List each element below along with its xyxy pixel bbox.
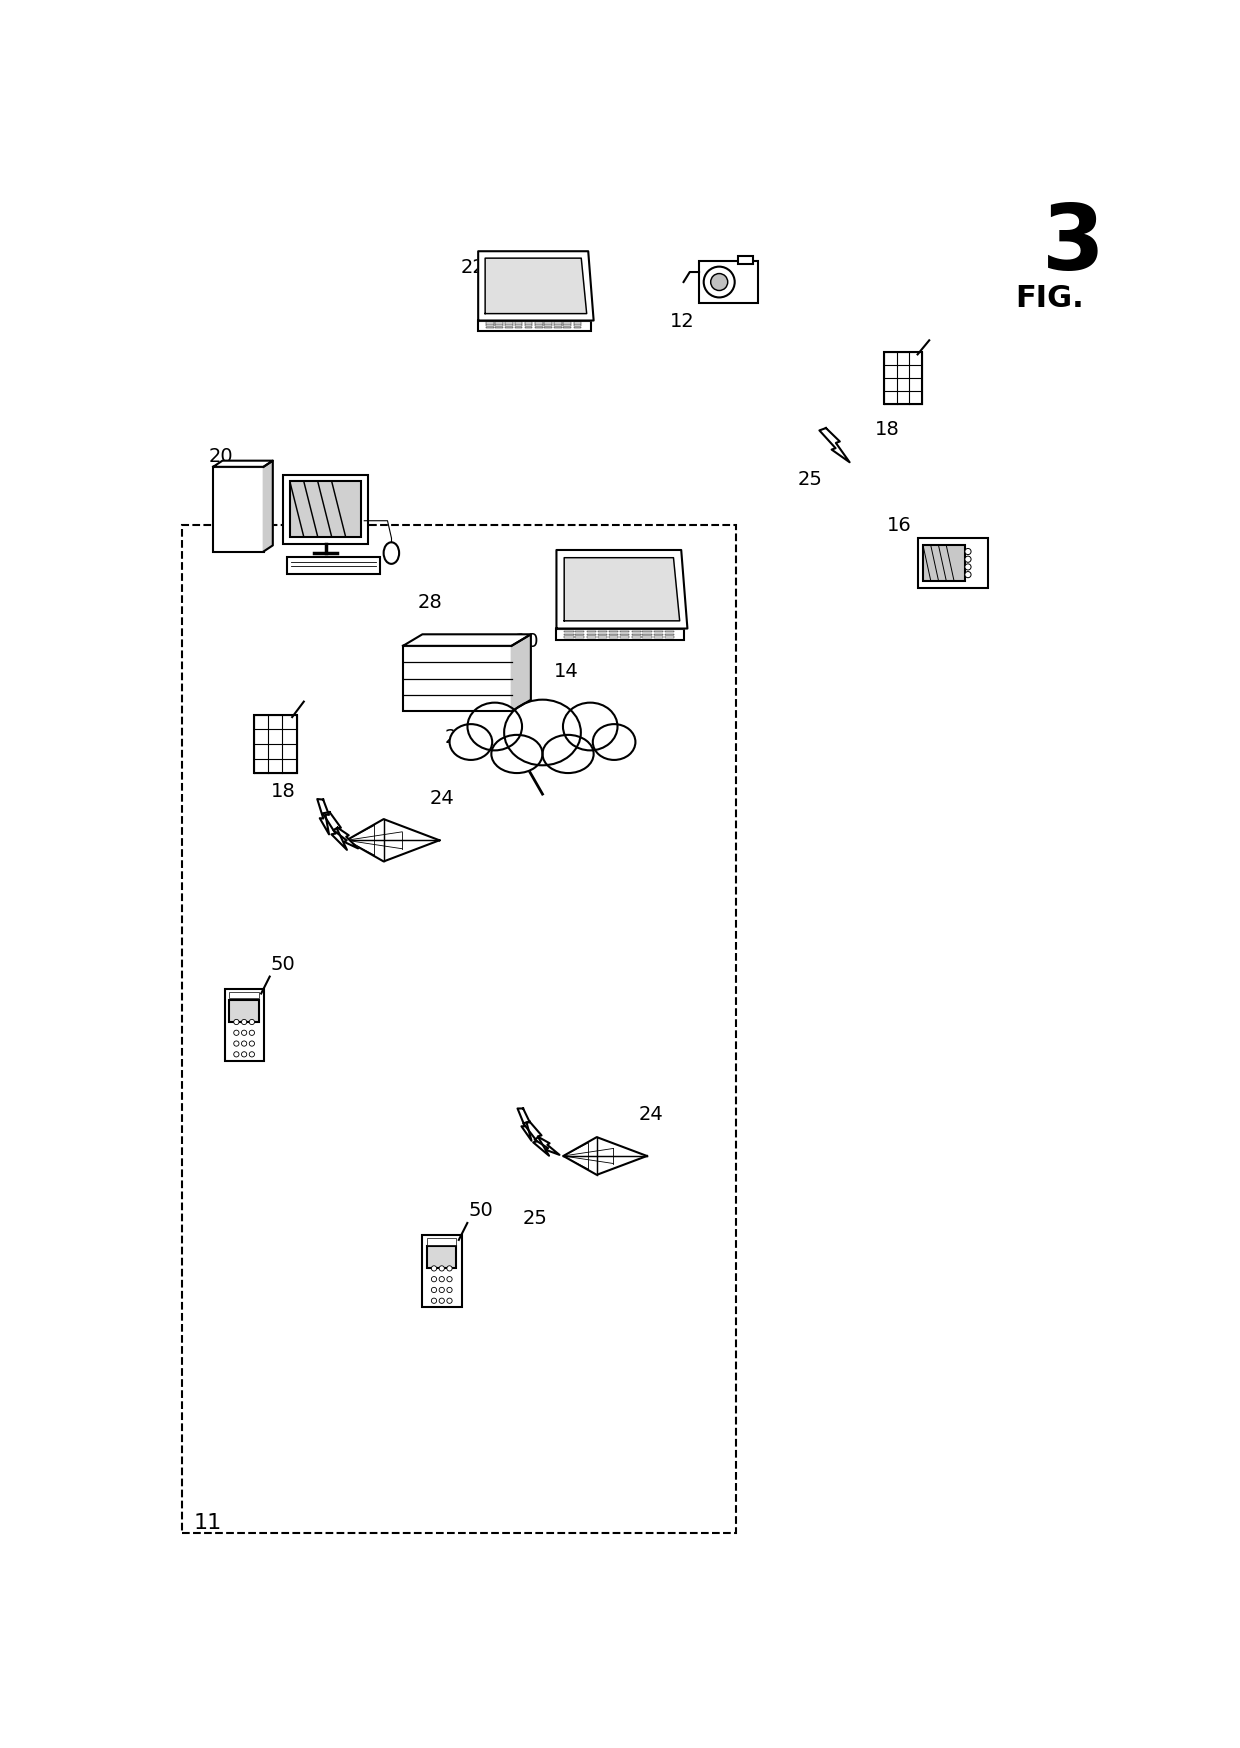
Bar: [286, 558, 379, 575]
Circle shape: [446, 1276, 453, 1281]
Polygon shape: [334, 829, 358, 850]
Text: 24: 24: [429, 788, 454, 808]
Text: 50: 50: [270, 954, 295, 974]
Circle shape: [439, 1288, 444, 1294]
Circle shape: [242, 1019, 247, 1024]
Text: FIG.: FIG.: [1016, 283, 1085, 313]
Polygon shape: [534, 1138, 559, 1155]
Ellipse shape: [543, 736, 594, 774]
Ellipse shape: [505, 701, 580, 766]
Bar: [479, 322, 591, 332]
Circle shape: [965, 549, 971, 556]
Circle shape: [249, 1052, 254, 1058]
Text: 26: 26: [445, 727, 470, 746]
Polygon shape: [820, 428, 849, 463]
Polygon shape: [511, 635, 531, 711]
Polygon shape: [317, 799, 329, 836]
Bar: [290, 482, 361, 538]
Bar: [884, 353, 923, 406]
Polygon shape: [479, 252, 594, 322]
Text: 24: 24: [639, 1105, 663, 1124]
Circle shape: [704, 267, 734, 299]
Ellipse shape: [383, 544, 399, 565]
Text: 14: 14: [553, 662, 578, 682]
Circle shape: [432, 1266, 436, 1271]
Polygon shape: [485, 259, 587, 315]
Polygon shape: [322, 813, 347, 850]
Circle shape: [242, 1031, 247, 1037]
Polygon shape: [517, 1108, 532, 1141]
Circle shape: [439, 1276, 444, 1281]
Ellipse shape: [593, 725, 635, 760]
Polygon shape: [564, 558, 680, 622]
Polygon shape: [563, 1138, 647, 1175]
Ellipse shape: [467, 703, 522, 752]
Circle shape: [439, 1299, 444, 1304]
Bar: [423, 1236, 461, 1308]
Bar: [699, 262, 758, 304]
Bar: [919, 538, 988, 589]
Polygon shape: [403, 635, 531, 647]
Circle shape: [439, 1266, 444, 1271]
Text: 11: 11: [193, 1512, 222, 1531]
Text: INTERNET: INTERNET: [485, 724, 600, 743]
Ellipse shape: [491, 736, 543, 774]
Circle shape: [432, 1276, 436, 1281]
Bar: [738, 257, 753, 264]
Circle shape: [249, 1031, 254, 1037]
Bar: [427, 1246, 456, 1269]
Ellipse shape: [563, 703, 618, 752]
Circle shape: [249, 1019, 254, 1024]
Bar: [224, 989, 264, 1061]
Text: 20: 20: [208, 446, 233, 465]
Circle shape: [965, 572, 971, 579]
Bar: [557, 629, 684, 642]
Bar: [229, 993, 259, 998]
Circle shape: [242, 1052, 247, 1058]
Text: 28: 28: [418, 593, 443, 612]
Circle shape: [965, 558, 971, 563]
Text: 22: 22: [460, 259, 485, 276]
Bar: [283, 475, 368, 545]
Bar: [182, 526, 737, 1533]
Bar: [403, 647, 511, 711]
Circle shape: [233, 1042, 239, 1047]
Circle shape: [233, 1019, 239, 1024]
Polygon shape: [213, 461, 273, 467]
Circle shape: [249, 1042, 254, 1047]
Bar: [229, 1000, 259, 1023]
Circle shape: [446, 1266, 453, 1271]
Polygon shape: [557, 551, 687, 629]
Circle shape: [432, 1299, 436, 1304]
Circle shape: [233, 1052, 239, 1058]
Text: 3: 3: [1042, 201, 1105, 288]
Bar: [254, 715, 296, 774]
Text: 25: 25: [522, 1208, 547, 1227]
Bar: [923, 545, 965, 582]
Ellipse shape: [450, 725, 492, 760]
Text: 18: 18: [875, 420, 900, 439]
Bar: [213, 467, 263, 552]
Text: 50: 50: [469, 1201, 492, 1220]
Circle shape: [446, 1288, 453, 1294]
Circle shape: [711, 274, 728, 292]
Text: 10: 10: [515, 631, 539, 650]
Circle shape: [965, 565, 971, 570]
Text: 12: 12: [670, 311, 694, 330]
Text: 25: 25: [797, 470, 822, 489]
Circle shape: [242, 1042, 247, 1047]
Polygon shape: [523, 1122, 549, 1155]
Text: 16: 16: [887, 516, 911, 535]
Circle shape: [233, 1031, 239, 1037]
Text: 18: 18: [270, 781, 295, 801]
Circle shape: [432, 1288, 436, 1294]
Polygon shape: [263, 461, 273, 552]
Polygon shape: [346, 820, 439, 862]
Circle shape: [446, 1299, 453, 1304]
Bar: [427, 1239, 456, 1245]
